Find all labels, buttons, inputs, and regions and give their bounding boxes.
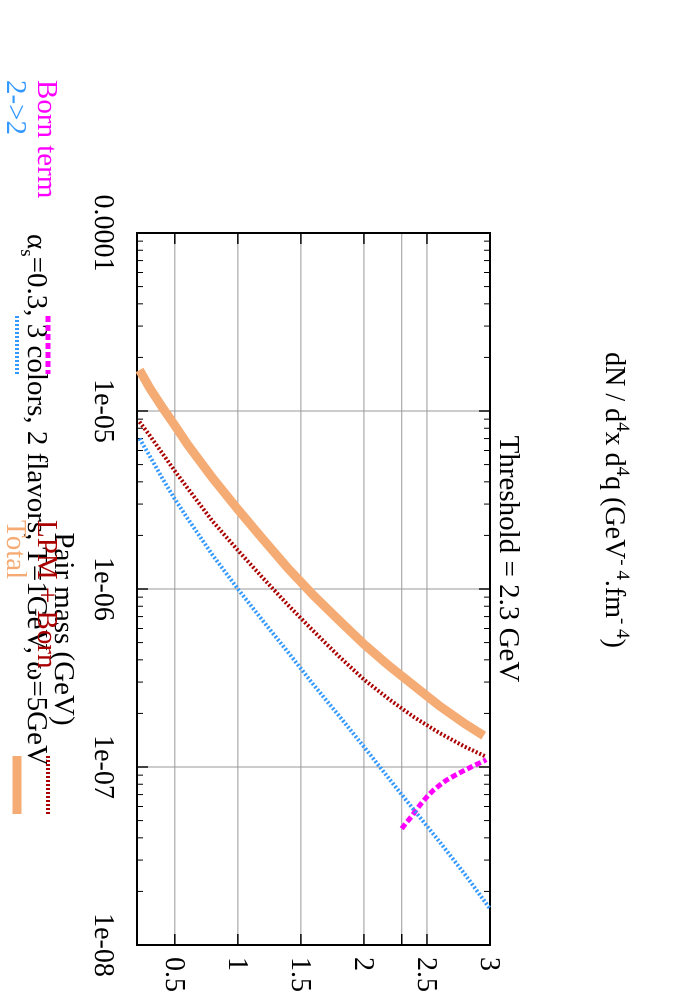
tick-label-mass-3: 2: [348, 957, 379, 971]
tick-label-value-3: 1e-07: [88, 735, 119, 799]
ylabel-part: q (GeV: [599, 476, 630, 559]
header-alpha-subscript: s: [16, 249, 37, 256]
series-line-total: [135, 367, 487, 740]
series-line-lpm-born: [137, 420, 486, 759]
tick-label-value-2: 1e-06: [88, 557, 119, 621]
header-parameters: αs=0.3, 3 colors, 2 flavors, T=1GeV, ω=5…: [16, 234, 53, 766]
tick-label-mass-1: 1: [222, 957, 253, 971]
tick-label-mass-2: 1.5: [285, 957, 316, 992]
ylabel-part: ): [599, 639, 630, 648]
tick-label-value-4: 1e-08: [88, 913, 119, 977]
rotated-chart: αs=0.3, 3 colors, 2 flavors, T=1GeV, ω=5…: [0, 80, 633, 992]
ylabel-part: - 4: [612, 618, 633, 639]
ylabel-part: x d: [599, 432, 630, 467]
tick-label-mass-5: 3: [474, 957, 505, 971]
chart-title: Threshold = 2.3 GeV: [493, 436, 525, 683]
plot-frame: [136, 232, 491, 946]
header-rest: =0.3, 3 colors, 2 flavors, T=1GeV, ω=5Ge…: [21, 257, 53, 766]
series-line-2-2: [137, 437, 492, 910]
legend-label-0: Born term: [31, 80, 63, 199]
tick-label-mass-4: 2.5: [411, 957, 442, 992]
legend-label-1: 2->2: [0, 80, 32, 135]
tick-label-value-1: 1e-05: [88, 379, 119, 443]
plot-area: 0.0001 1e-05 1e-06 1e-07 1e-08 0.5 1 1.5 2 2.5 3 Th…: [0, 80, 525, 992]
ylabel-part: dN / d: [599, 352, 630, 422]
ylabel-part: .fm: [599, 580, 630, 618]
tick-label-value-0: 0.0001: [88, 195, 119, 272]
header-alpha-symbol: α: [21, 234, 53, 249]
xlabel: Pair mass (GeV): [48, 532, 80, 725]
ylabel-text: dN / d4x d4q (GeV- 4.fm- 4): [599, 352, 633, 648]
ylabel-part: 4: [612, 467, 633, 477]
tick-label-mass-0: 0.5: [159, 957, 190, 992]
ylabel-part: - 4: [612, 559, 633, 580]
ylabel-part: 4: [612, 422, 633, 432]
series-line-born-term: [399, 757, 488, 831]
legend-label-3: Total: [0, 520, 32, 579]
legend-label-2: LPM + Born: [31, 520, 63, 669]
